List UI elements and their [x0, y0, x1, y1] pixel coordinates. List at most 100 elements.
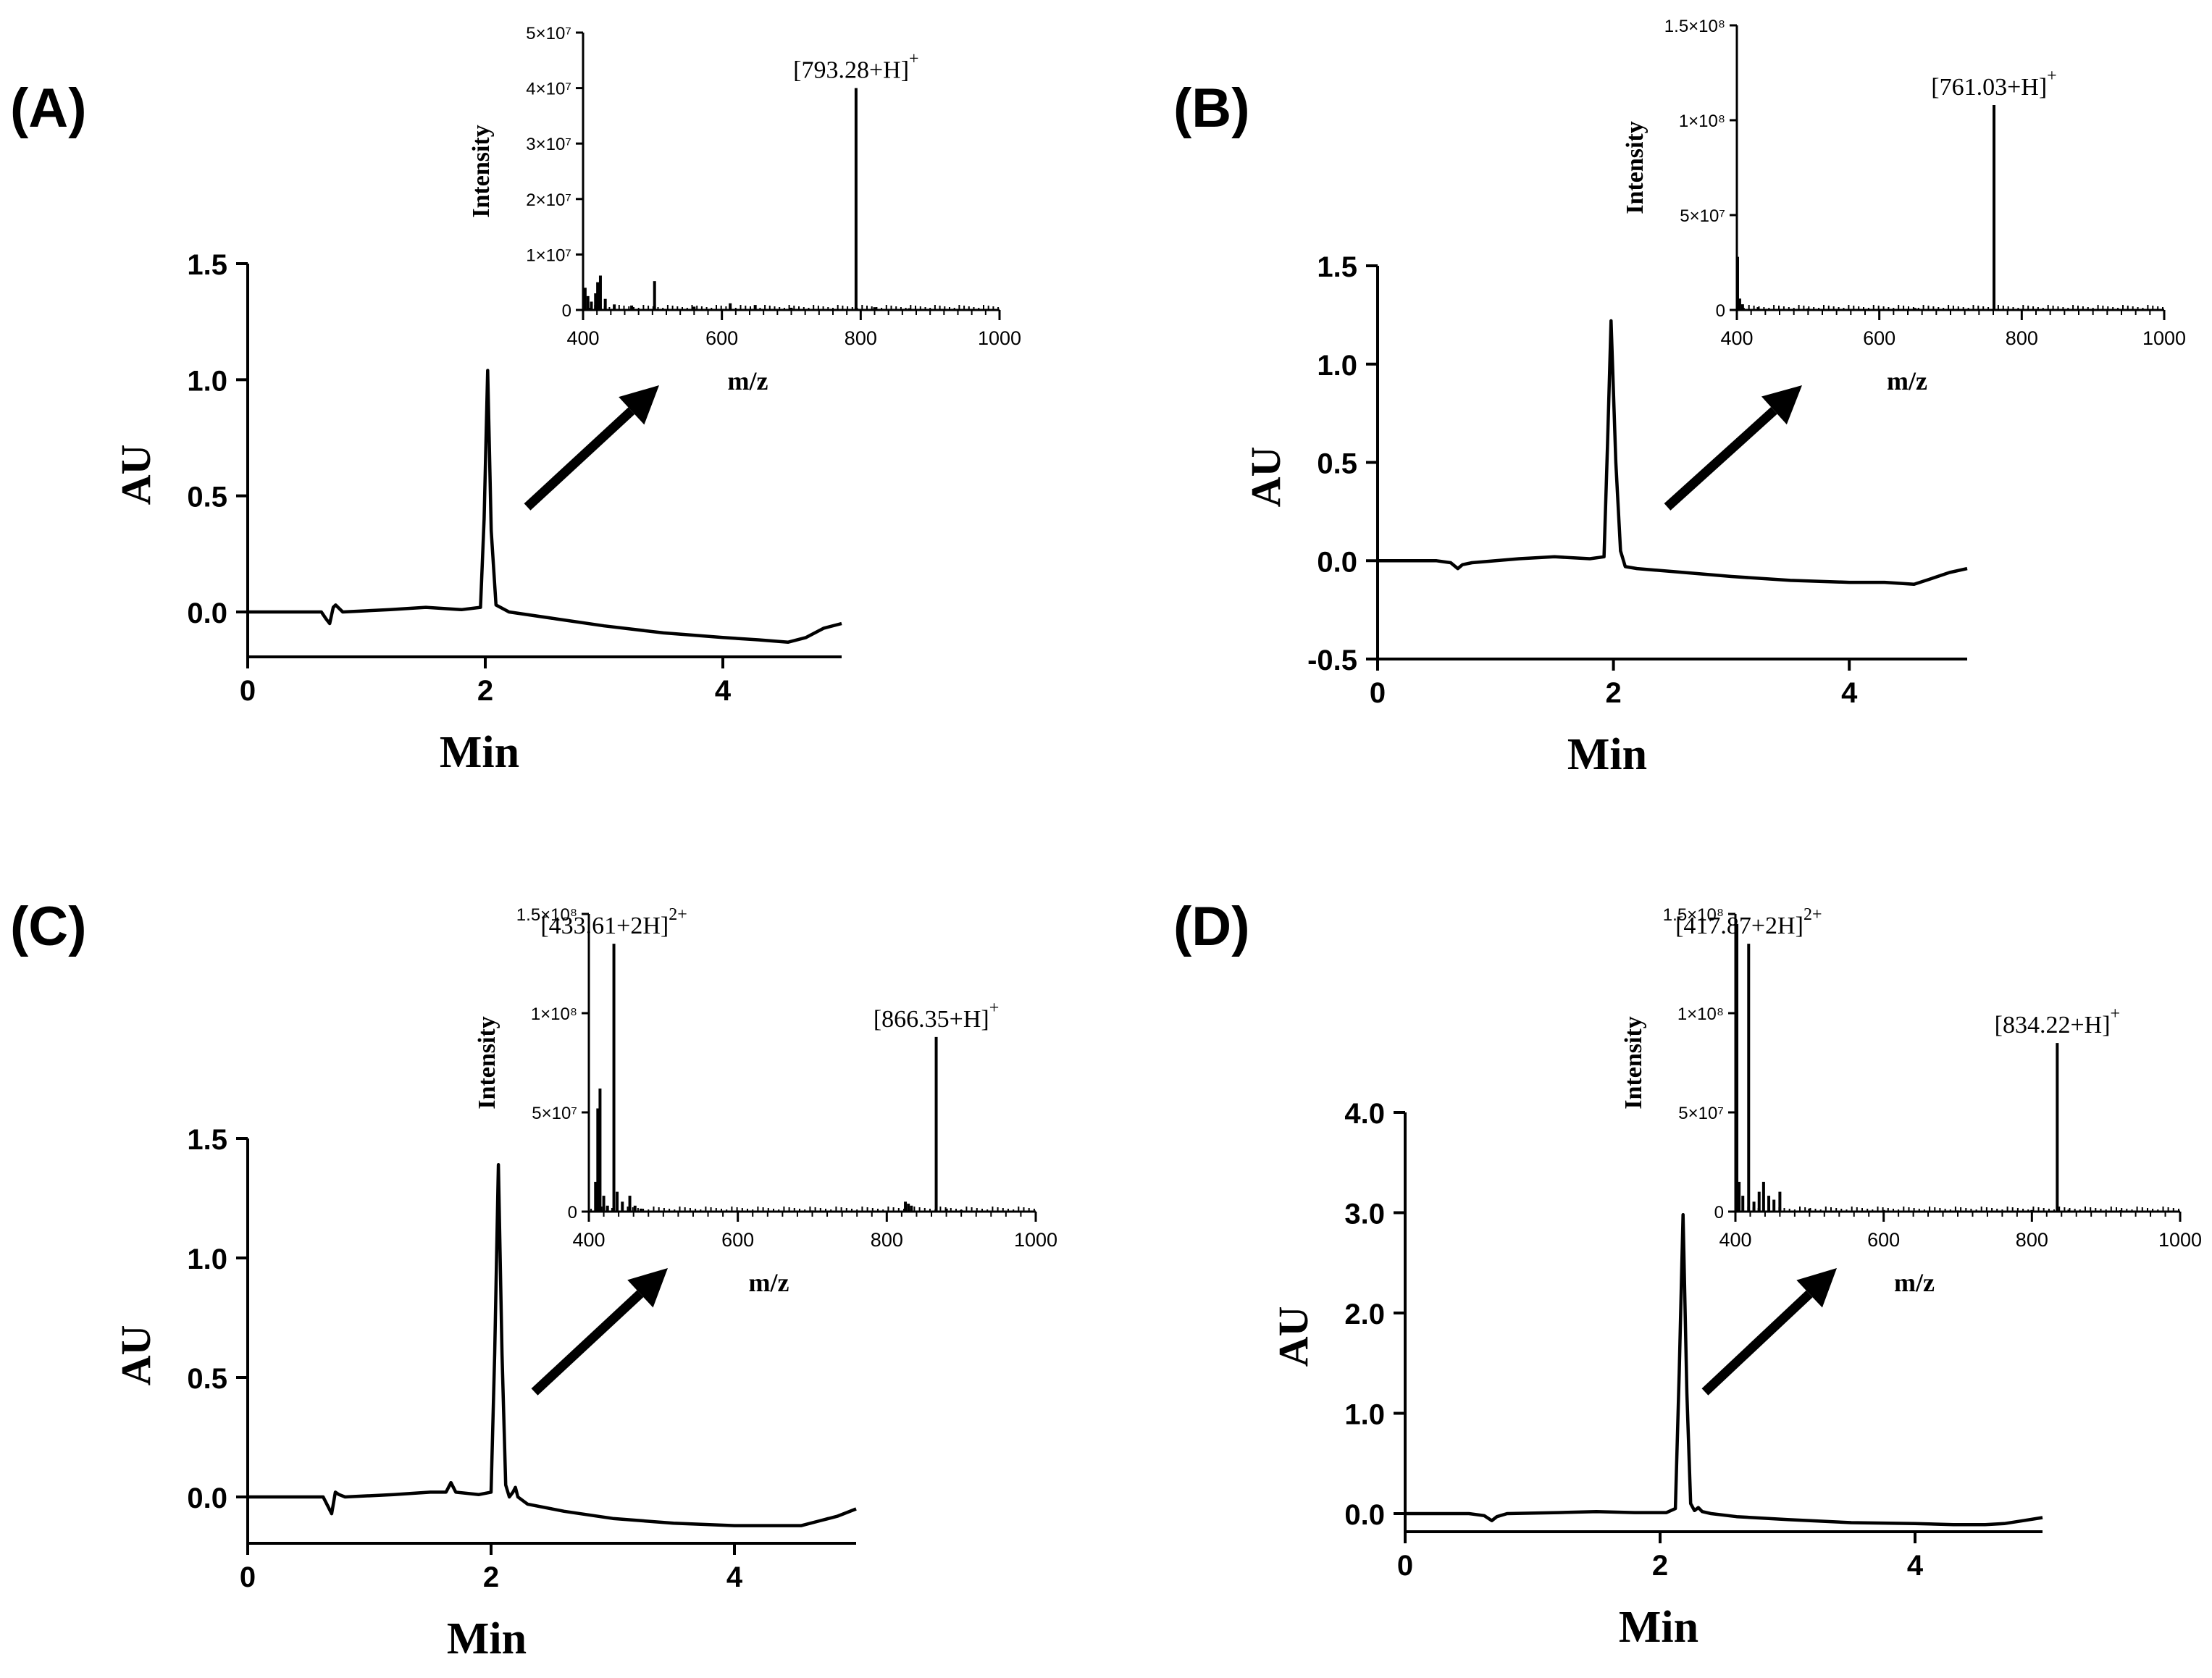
y-tick-label: 1.5: [187, 249, 227, 281]
inset-y-tick-label: 5×10⁷: [1678, 1104, 1724, 1123]
inset-y-tick-label: 1×10⁸: [531, 1004, 577, 1024]
x-tick-label: 4: [715, 675, 732, 707]
inset-x-tick-label: 800: [2006, 327, 2038, 349]
x-tick-label: 0: [1370, 677, 1386, 709]
y-tick-label: 0.0: [187, 597, 227, 629]
y-tick-label: 1.0: [187, 365, 227, 397]
peak-annotation: [866.35+H]+: [874, 999, 999, 1033]
x-tick-label: 0: [1397, 1550, 1413, 1582]
inset-y-tick-label: 1×10⁸: [1679, 112, 1725, 131]
inset-x-axis-title: m/z: [728, 366, 768, 395]
inset-y-tick-label: 5×10⁷: [1680, 206, 1725, 226]
x-axis-title: Min: [440, 728, 519, 777]
y-axis-title: AU: [112, 1325, 159, 1386]
x-axis-title: Min: [447, 1614, 527, 1664]
inset-x-tick-label: 1000: [978, 327, 1021, 349]
y-tick-label: 2.0: [1344, 1299, 1385, 1330]
x-tick-label: 2: [1652, 1550, 1668, 1582]
inset-y-tick-label: 4×10⁷: [526, 80, 571, 99]
inset-y-tick-label: 5×10⁷: [526, 24, 571, 43]
arrow-icon: [627, 1268, 668, 1308]
y-axis-title: AU: [1242, 447, 1289, 508]
inset-y-tick-label: 1.5×10⁸: [1664, 17, 1725, 36]
peak-annotation: [417.87+2H]2+: [1675, 905, 1822, 939]
inset-y-tick-label: 1.5×10⁸: [516, 905, 577, 925]
inset-x-tick-label: 800: [2016, 1229, 2048, 1251]
y-tick-label: 4.0: [1344, 1098, 1385, 1130]
panel-label: (B): [1173, 77, 1250, 139]
y-tick-label: -0.5: [1307, 645, 1357, 676]
chromatogram-trace: [1378, 319, 1968, 587]
arrow-icon: [1761, 385, 1802, 425]
inset-x-tick-label: 400: [1719, 1229, 1751, 1251]
chromatogram-trace: [248, 369, 842, 644]
x-tick-label: 0: [240, 675, 256, 707]
inset-y-axis-title: Intensity: [1620, 1016, 1647, 1109]
panel-label: (D): [1173, 896, 1250, 957]
inset-y-tick-label: 1×10⁷: [526, 246, 571, 265]
inset-y-tick-label: 5×10⁷: [532, 1104, 577, 1123]
x-axis-title: Min: [1619, 1603, 1698, 1652]
inset-x-tick-label: 400: [566, 327, 599, 349]
x-tick-label: 2: [477, 675, 493, 707]
inset-x-tick-label: 600: [705, 327, 738, 349]
inset-y-tick-label: 0: [1714, 1203, 1724, 1222]
chromatogram-trace: [1405, 1213, 2043, 1527]
inset-y-tick-label: 0: [1716, 301, 1725, 321]
y-axis-title: AU: [112, 445, 159, 506]
peak-annotation: [433.61+2H]2+: [540, 905, 687, 939]
chart-panel-a: (A) 0.0 0.5 1.0 1.5 0 2 4 Min AU 400 600 800 1000 0 1×1…: [10, 24, 1021, 777]
inset-x-tick-label: 600: [1863, 327, 1895, 349]
inset-x-axis-title: m/z: [1894, 1268, 1935, 1297]
arrow-icon: [1796, 1268, 1837, 1308]
y-tick-label: 0.5: [1317, 448, 1357, 480]
inset-y-tick-label: 0: [568, 1203, 577, 1222]
peak-annotation: [761.03+H]+: [1931, 67, 2056, 101]
x-tick-label: 0: [240, 1561, 256, 1593]
arrow-shaft: [531, 1290, 644, 1396]
y-tick-label: 1.0: [1317, 350, 1357, 382]
chart-panel-c: (C) 0.0 0.5 1.0 1.5 0 2 4 Min AU 400 600 800 1000 0 5×1…: [10, 896, 1057, 1664]
inset-y-tick-label: 1.5×10⁸: [1663, 905, 1724, 925]
peak-annotation: [834.22+H]+: [1995, 1004, 2120, 1039]
inset-y-axis-title: Intensity: [468, 125, 495, 217]
y-tick-label: 0.0: [1317, 546, 1357, 578]
panel-label: (C): [10, 896, 87, 957]
arrow-shaft: [1664, 407, 1777, 511]
inset-x-axis-title: m/z: [1887, 366, 1927, 395]
inset-x-tick-label: 1000: [2158, 1229, 2202, 1251]
arrow-shaft: [1701, 1290, 1813, 1396]
y-axis-title: AU: [1270, 1306, 1317, 1367]
inset-x-tick-label: 600: [721, 1229, 754, 1251]
y-tick-label: 1.5: [1317, 251, 1357, 283]
y-tick-label: 1.0: [187, 1243, 227, 1275]
x-tick-label: 4: [726, 1561, 743, 1593]
inset-x-tick-label: 400: [572, 1229, 605, 1251]
peak-annotation: [793.28+H]+: [793, 50, 918, 84]
arrow-shaft: [524, 407, 635, 511]
y-tick-label: 0.0: [187, 1482, 227, 1514]
inset-y-tick-label: 2×10⁷: [526, 190, 571, 210]
inset-y-tick-label: 1×10⁸: [1677, 1004, 1724, 1024]
inset-x-tick-label: 400: [1720, 327, 1753, 349]
y-tick-label: 0.5: [187, 1363, 227, 1395]
inset-y-axis-title: Intensity: [474, 1016, 500, 1109]
y-tick-label: 1.0: [1344, 1399, 1385, 1431]
inset-y-tick-label: 3×10⁷: [526, 135, 571, 154]
x-tick-label: 4: [1907, 1550, 1924, 1582]
inset-x-tick-label: 600: [1867, 1229, 1900, 1251]
chromatogram-trace: [248, 1163, 857, 1527]
panel-label: (A): [10, 77, 87, 139]
inset-x-tick-label: 800: [871, 1229, 903, 1251]
x-tick-label: 4: [1841, 677, 1858, 709]
x-axis-title: Min: [1567, 730, 1647, 779]
x-tick-label: 2: [1605, 677, 1621, 709]
y-tick-label: 0.5: [187, 482, 227, 513]
inset-x-axis-title: m/z: [749, 1268, 789, 1297]
inset-x-tick-label: 1000: [2142, 327, 2186, 349]
y-tick-label: 3.0: [1344, 1199, 1385, 1230]
y-tick-label: 0.0: [1344, 1499, 1385, 1531]
inset-y-axis-title: Intensity: [1622, 121, 1648, 214]
chart-panel-d: (D) 0.0 1.0 2.0 3.0 4.0 0 2 4 Min AU 400 600 800 1000 0…: [1173, 896, 2202, 1652]
